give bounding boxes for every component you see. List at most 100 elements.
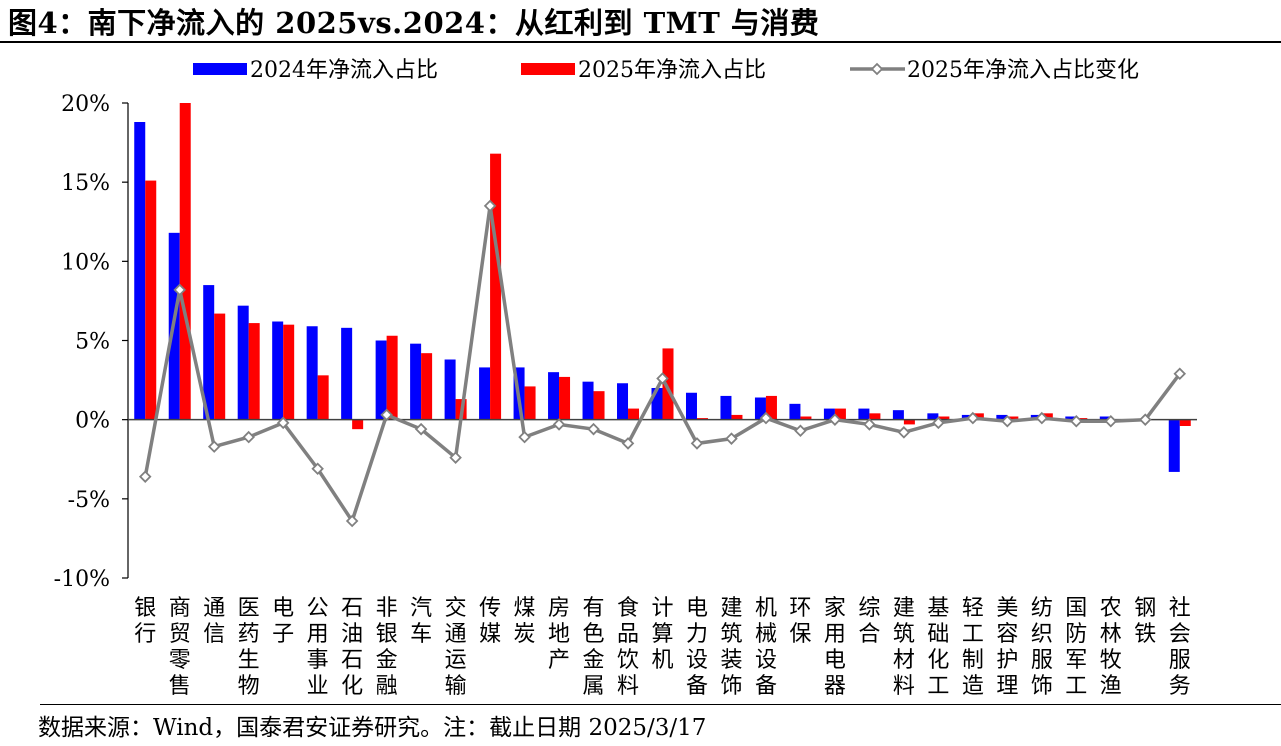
bar-2024 [617, 383, 629, 420]
change-marker [863, 418, 876, 431]
bar-2025 [490, 153, 502, 420]
x-tick-label: 食品饮料 [617, 596, 639, 699]
legend-marker [870, 62, 884, 76]
bar-2024 [237, 305, 249, 420]
x-tick-label: 环保 [789, 596, 811, 647]
change-line-layer [138, 199, 1187, 528]
bar-2024 [754, 397, 766, 420]
change-marker [449, 451, 462, 464]
change-marker [518, 430, 531, 444]
x-tick-label: 交通运输 [445, 596, 467, 699]
bar-2025 [248, 323, 260, 420]
change-marker [414, 422, 428, 436]
bar-2024 [1099, 416, 1111, 420]
y-tick-label: 10% [61, 250, 110, 275]
bar-2025 [731, 414, 743, 420]
x-tick-label: 农林牧渔 [1100, 596, 1122, 699]
source-note: 数据来源：Wind，国泰君安证券研究。注：截止日期 2025/3/17 [38, 715, 707, 741]
bar-2025 [524, 386, 536, 420]
bar-2025 [317, 375, 329, 420]
change-marker [897, 426, 911, 439]
change-marker [932, 416, 945, 430]
legend-label: 2025年净流入占比变化 [907, 58, 1139, 83]
legend-item: 2025年净流入占比 [521, 58, 766, 83]
x-tick-label: 钢铁 [1134, 596, 1156, 647]
x-tick-label: 商贸零售 [169, 596, 191, 699]
legend: 2024年净流入占比 2025年净流入占比 2025年净流入占比变化 [193, 58, 1139, 83]
change-marker [794, 424, 807, 438]
change-marker [656, 372, 669, 385]
x-tick-label: 基础化工 [927, 596, 949, 699]
bar-2025 [386, 335, 398, 420]
bar-2024 [444, 359, 456, 420]
change-marker [276, 416, 290, 430]
x-tick-label: 房地产 [548, 596, 570, 673]
change-marker [483, 199, 497, 213]
bar-2025 [421, 353, 433, 420]
bar-2024 [134, 122, 146, 420]
change-marker [138, 470, 152, 483]
change-marker [380, 408, 393, 422]
x-tick-label: 有色金属 [583, 596, 605, 699]
bar-2025 [938, 416, 950, 420]
legend-label: 2025年净流入占比 [578, 58, 766, 83]
x-tick-label: 轻工制造 [962, 596, 984, 699]
bar-2024 [479, 367, 491, 420]
bar-2025 [765, 395, 777, 420]
x-tick-label: 机械设备 [755, 596, 777, 699]
bar-2024 [685, 392, 697, 420]
bar-2025 [800, 416, 812, 420]
chart-title: 图4：南下净流入的 2025vs.2024：从红利到 TMT 与消费 [8, 6, 820, 40]
bar-2024 [892, 410, 904, 420]
bar-2025 [662, 348, 674, 420]
bar-2024 [272, 321, 284, 420]
x-tick-label: 计算机 [651, 596, 673, 673]
change-marker [1070, 414, 1083, 428]
change-marker [1001, 414, 1014, 428]
change-marker [759, 411, 773, 425]
title-rule [0, 41, 1281, 43]
bar-2025 [1041, 413, 1053, 420]
x-tick-label: 国防军工 [1065, 596, 1087, 699]
bar-2024 [720, 395, 732, 420]
bar-2024 [1168, 419, 1180, 472]
x-tick-label: 综合 [858, 596, 880, 647]
change-marker [1173, 367, 1187, 381]
y-axis: 20% 15% 10% 5% 0% -5% -10% [54, 92, 129, 592]
change-marker [587, 422, 600, 436]
change-marker [1104, 414, 1118, 428]
x-tick-label: 通信 [203, 596, 225, 647]
x-tick-label: 美容护理 [996, 596, 1018, 699]
x-tick-label: 汽车 [410, 596, 432, 647]
chart-canvas: 2024年净流入占比 2025年净流入占比 2025年净流入占比变化 20% 15% 1… [54, 58, 1197, 699]
bar-2024 [341, 327, 353, 420]
bar-2024 [582, 381, 594, 420]
source-rule [40, 704, 1281, 705]
change-marker [173, 283, 186, 297]
x-tick-label: 家用电器 [824, 596, 846, 699]
bar-2024 [375, 340, 387, 420]
x-tick-label: 建筑装饰 [720, 596, 742, 699]
y-tick-label: 0% [75, 409, 110, 434]
y-tick-label: -10% [54, 567, 110, 592]
x-tick-label: 电力设备 [686, 596, 708, 699]
change-marker [242, 430, 255, 444]
legend-item: 2024年净流入占比 [193, 58, 438, 83]
y-tick-label: 5% [75, 330, 110, 355]
change-marker [1139, 413, 1152, 426]
bar-2025 [1076, 418, 1088, 420]
bar-2024 [410, 343, 422, 420]
change-marker [828, 413, 842, 426]
x-tick-label: 公用事业 [307, 596, 329, 699]
y-tick-label: 15% [61, 171, 110, 196]
x-tick-label: 医药生物 [238, 596, 260, 699]
change-marker [552, 418, 566, 431]
bar-2025 [1179, 419, 1191, 426]
bar-2025 [283, 324, 295, 420]
change-marker [345, 514, 359, 528]
bar-2024 [203, 285, 215, 420]
bar-2024 [858, 408, 870, 420]
x-tick-label: 非银金融 [376, 596, 398, 699]
bar-2025 [834, 408, 846, 420]
change-marker [1035, 411, 1049, 425]
